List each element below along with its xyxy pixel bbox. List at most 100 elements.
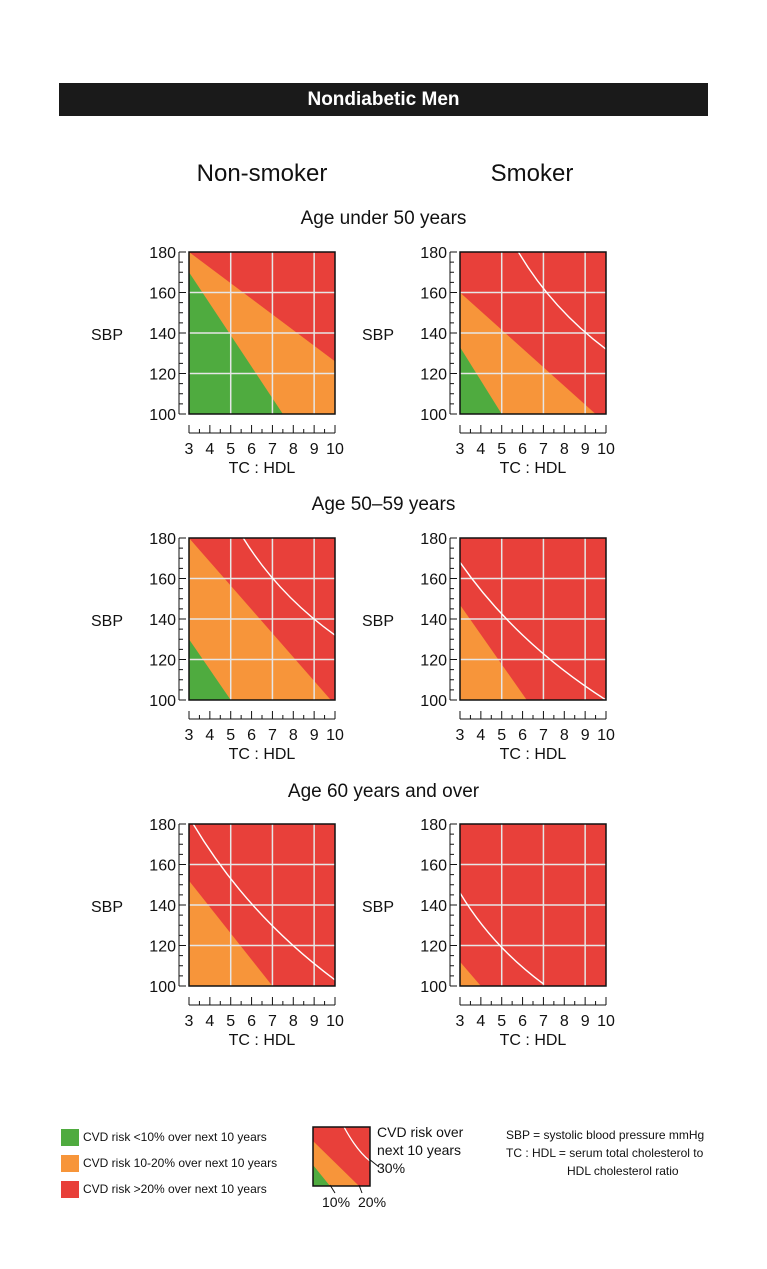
age-heading-60-over: Age 60 years and over	[287, 781, 480, 802]
risk-curve-30	[242, 537, 336, 636]
risk-region-medium	[189, 880, 273, 986]
x-tick-label: 10	[597, 1013, 615, 1030]
y-tick-label: 120	[149, 367, 176, 384]
x-tick-label: 3	[185, 727, 194, 744]
x-tick-label: 7	[539, 1013, 548, 1030]
risk-curve-30	[459, 892, 544, 985]
y-tick-label: 160	[420, 286, 447, 303]
legend-label-green: CVD risk <10% over next 10 years	[83, 1130, 267, 1144]
x-tick-label: 7	[539, 441, 548, 458]
legend-label-orange: CVD risk 10-20% over next 10 years	[83, 1156, 278, 1170]
key-curve-30	[343, 1126, 371, 1162]
column-header-nonsmoker: Non-smoker	[196, 160, 328, 187]
x-tick-label: 7	[268, 727, 277, 744]
x-tick-label: 6	[247, 1013, 256, 1030]
x-axis-label: TC : HDL	[500, 460, 567, 477]
y-tick-label: 140	[420, 612, 447, 629]
x-tick-label: 5	[497, 441, 506, 458]
x-axis-label: TC : HDL	[229, 1032, 296, 1049]
x-tick-label: 9	[581, 441, 590, 458]
chart-frame	[459, 537, 607, 701]
x-tick-label: 10	[597, 441, 615, 458]
legend-label-red: CVD risk >20% over next 10 years	[83, 1182, 267, 1196]
x-tick-label: 10	[326, 1013, 344, 1030]
y-tick-label: 160	[420, 858, 447, 875]
key-label-20: 20%	[358, 1194, 387, 1210]
risk-curve-30	[517, 251, 607, 350]
x-tick-label: 3	[456, 1013, 465, 1030]
risk-chart-panel: 100 120 140 160 180 SBP 3 4 5 6 7 8 9 10 TC : HDL	[362, 817, 615, 1049]
x-tick-label: 9	[310, 441, 319, 458]
legend-swatch-orange	[61, 1155, 79, 1172]
y-tick-label: 140	[149, 326, 176, 343]
x-tick-label: 7	[268, 1013, 277, 1030]
y-tick-label: 120	[420, 653, 447, 670]
y-axis-label: SBP	[91, 899, 123, 916]
y-axis-label: SBP	[91, 613, 123, 630]
x-tick-label: 7	[539, 727, 548, 744]
x-tick-label: 10	[326, 727, 344, 744]
x-tick-label: 6	[247, 441, 256, 458]
y-tick-label: 120	[420, 367, 447, 384]
x-tick-label: 4	[205, 441, 214, 458]
x-tick-label: 5	[226, 441, 235, 458]
key-example-chart	[312, 1126, 380, 1194]
key-caption-line2: next 10 years	[377, 1142, 462, 1158]
y-tick-label: 120	[420, 939, 447, 956]
x-tick-label: 4	[476, 1013, 485, 1030]
risk-region-medium	[460, 961, 481, 986]
risk-region-medium	[460, 604, 527, 700]
y-tick-label: 100	[149, 979, 176, 996]
y-tick-label: 120	[149, 653, 176, 670]
risk-chart-panel: 100 120 140 160 180 SBP 3 4 5 6 7 8 9 10 TC : HDL	[362, 531, 615, 763]
y-axis-label: SBP	[91, 327, 123, 344]
y-tick-label: 140	[420, 898, 447, 915]
x-tick-label: 8	[560, 1013, 569, 1030]
risk-region-medium	[460, 292, 596, 414]
y-tick-label: 180	[149, 531, 176, 548]
x-tick-label: 9	[581, 727, 590, 744]
risk-region-low	[460, 347, 502, 414]
y-tick-label: 180	[149, 245, 176, 262]
x-tick-label: 8	[289, 1013, 298, 1030]
x-tick-label: 8	[289, 441, 298, 458]
key-region-medium	[313, 1141, 359, 1186]
x-tick-label: 3	[185, 441, 194, 458]
age-heading-under-50: Age under 50 years	[300, 208, 467, 229]
y-tick-label: 180	[149, 817, 176, 834]
x-tick-label: 9	[581, 1013, 590, 1030]
x-tick-label: 4	[205, 1013, 214, 1030]
chart-frame	[459, 823, 607, 987]
y-tick-label: 180	[420, 245, 447, 262]
x-tick-label: 7	[268, 441, 277, 458]
key-pointer-30	[368, 1158, 380, 1168]
legend-swatch-green	[61, 1129, 79, 1146]
x-axis-label: TC : HDL	[500, 746, 567, 763]
x-axis-label: TC : HDL	[229, 460, 296, 477]
risk-chart-panel: 100 120 140 160 180 SBP 3 4 5 6 7 8 9 10 TC : HDL	[91, 817, 344, 1049]
x-tick-label: 5	[497, 1013, 506, 1030]
risk-chart-panel: 100 120 140 160 180 SBP 3 4 5 6 7 8 9 10 TC : HDL	[91, 245, 344, 477]
y-tick-label: 100	[420, 979, 447, 996]
x-tick-label: 5	[226, 727, 235, 744]
risk-chart-panel: 100 120 140 160 180 SBP 3 4 5 6 7 8 9 10 TC : HDL	[91, 531, 344, 763]
x-tick-label: 8	[289, 727, 298, 744]
y-tick-label: 140	[149, 612, 176, 629]
x-tick-label: 9	[310, 727, 319, 744]
x-tick-label: 10	[597, 727, 615, 744]
risk-curve-30	[459, 561, 607, 701]
x-tick-label: 5	[226, 1013, 235, 1030]
y-axis-label: SBP	[362, 899, 394, 916]
risk-region-low	[189, 272, 283, 414]
x-axis-label: TC : HDL	[500, 1032, 567, 1049]
y-axis-label: SBP	[362, 327, 394, 344]
y-tick-label: 140	[420, 326, 447, 343]
x-tick-label: 3	[185, 1013, 194, 1030]
y-tick-label: 160	[420, 572, 447, 589]
risk-curve-30	[192, 823, 336, 981]
y-tick-label: 100	[420, 407, 447, 424]
x-tick-label: 6	[518, 441, 527, 458]
note-tc-line1: TC : HDL = serum total cholesterol to	[506, 1146, 704, 1160]
key-pointer-20	[358, 1184, 363, 1194]
key-pointer-10	[329, 1184, 336, 1194]
